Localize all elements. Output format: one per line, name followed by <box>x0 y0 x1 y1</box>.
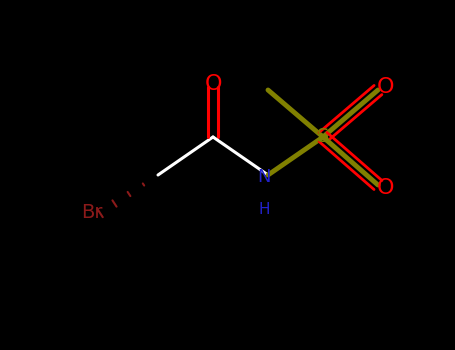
Text: H: H <box>258 203 270 217</box>
Text: Br: Br <box>81 203 103 223</box>
Text: O: O <box>377 178 395 198</box>
Text: S: S <box>317 127 329 147</box>
Text: N: N <box>257 168 271 186</box>
Text: O: O <box>204 74 222 94</box>
Text: O: O <box>377 77 395 97</box>
